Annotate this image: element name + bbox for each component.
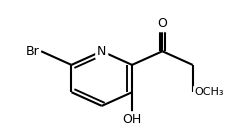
Text: N: N <box>97 45 106 58</box>
Text: OCH₃: OCH₃ <box>194 87 223 97</box>
Text: O: O <box>157 17 166 30</box>
Text: Br: Br <box>25 45 39 58</box>
Text: OH: OH <box>122 113 141 126</box>
